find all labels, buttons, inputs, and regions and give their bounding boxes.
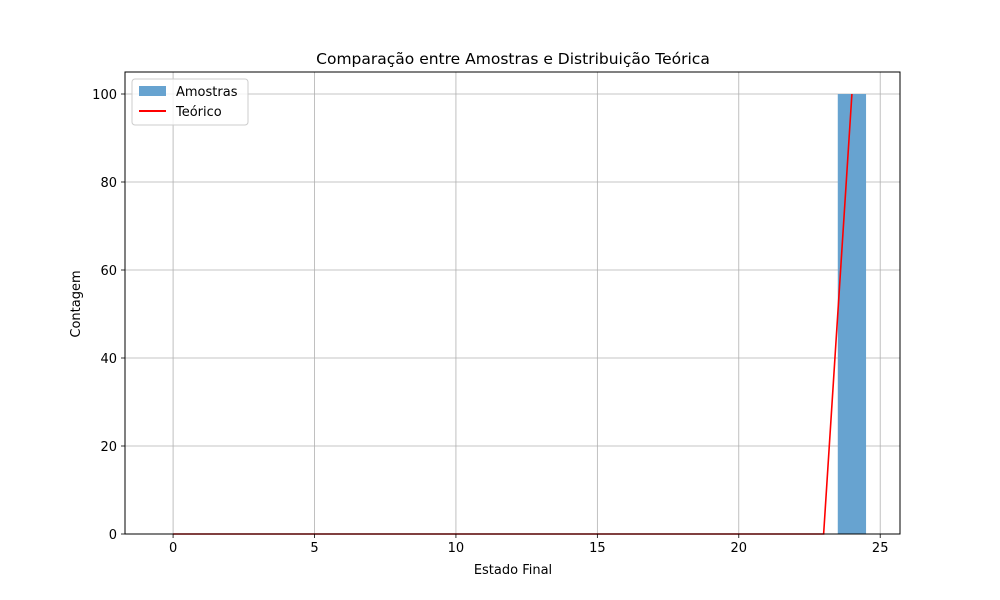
x-tick-label: 15 [589, 541, 606, 556]
legend: Amostras Teórico [131, 78, 249, 126]
y-tick-label: 40 [100, 352, 117, 367]
x-tick-label: 25 [872, 541, 889, 556]
y-tick-label: 60 [100, 264, 117, 279]
legend-swatch-amostras [139, 86, 166, 96]
y-tick-label: 80 [100, 176, 117, 191]
y-axis-ticks: 0 20 40 60 80 100 [92, 88, 125, 543]
x-tick-label: 10 [448, 541, 465, 556]
plot-area [124, 71, 901, 535]
chart-title: Comparação entre Amostras e Distribuição… [316, 50, 710, 68]
legend-label-amostras: Amostras [176, 85, 238, 100]
y-axis-label: Contagem [69, 270, 84, 337]
x-tick-label: 20 [731, 541, 748, 556]
x-axis-ticks: 0 5 10 15 20 25 [169, 534, 889, 556]
y-tick-label: 0 [109, 528, 117, 543]
x-tick-label: 0 [169, 541, 177, 556]
bar-series [837, 94, 867, 534]
x-axis-label: Estado Final [474, 563, 552, 578]
legend-label-teorico: Teórico [175, 105, 222, 120]
y-tick-label: 100 [92, 88, 117, 103]
bar [837, 94, 867, 534]
x-tick-label: 5 [310, 541, 318, 556]
y-tick-label: 20 [100, 440, 117, 455]
